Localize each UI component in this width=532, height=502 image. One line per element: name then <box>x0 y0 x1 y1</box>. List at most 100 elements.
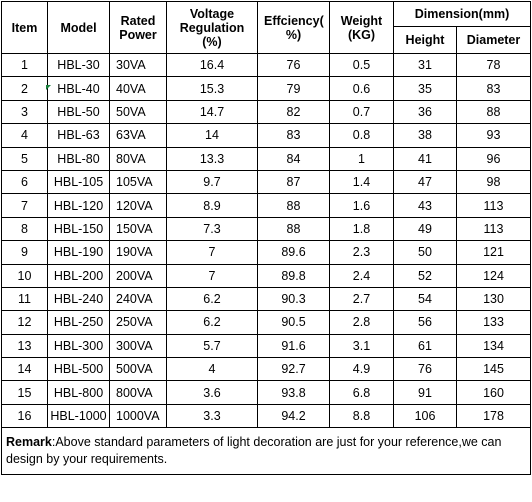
cell-model: HBL-63 <box>47 123 110 148</box>
cell-weight: 8.8 <box>329 403 394 429</box>
cell-model: HBL-50 <box>47 99 110 125</box>
cell-diameter: 160 <box>455 380 532 405</box>
cell-item: 14 <box>1 357 48 382</box>
cell-efficiency: 93.8 <box>257 380 330 405</box>
cell-model: HBL-300 <box>47 333 110 359</box>
cell-diameter: 145 <box>455 357 532 382</box>
cell-weight: 0.5 <box>329 52 394 78</box>
header-dimension: Dimension(mm) <box>392 1 532 27</box>
cell-voltage-regulation: 4 <box>166 357 258 382</box>
cell-item: 4 <box>1 123 48 148</box>
remark-label: Remark <box>6 435 52 450</box>
cell-item: 15 <box>1 380 48 405</box>
table-row: 8 HBL-150 150VA 7.3 88 1.8 49 113 <box>1 216 532 242</box>
header-diameter: Diameter <box>455 26 532 54</box>
cell-rated-power: 50VA <box>109 99 167 125</box>
cell-height: 50 <box>393 240 457 265</box>
cell-rated-power: 63VA <box>109 123 167 148</box>
cell-diameter: 83 <box>455 76 532 101</box>
cell-rated-power: 300VA <box>109 333 167 359</box>
table-body: 1 HBL-30 30VA 16.4 76 0.5 31 78 2 HBL-40 40VA 15.3 7… <box>1 52 532 429</box>
cell-voltage-regulation: 14.7 <box>166 99 258 125</box>
cell-rated-power: 105VA <box>109 169 167 195</box>
subheader-row: Height Diameter <box>2 26 532 54</box>
cell-weight: 2.3 <box>329 240 394 265</box>
remark-row: Remark:Above standard parameters of ligh… <box>0 427 532 476</box>
cell-model: HBL-250 <box>47 310 110 335</box>
cell-efficiency: 88 <box>257 216 330 242</box>
cell-diameter: 93 <box>455 123 532 148</box>
cell-diameter: 98 <box>455 169 532 195</box>
cell-item: 2 <box>1 76 48 101</box>
cell-height: 61 <box>393 333 457 359</box>
cell-item: 10 <box>1 263 48 288</box>
cell-voltage-regulation: 6.2 <box>166 310 258 335</box>
cell-diameter: 134 <box>455 333 532 359</box>
cell-efficiency: 84 <box>257 146 330 171</box>
table-row: 14 HBL-500 500VA 4 92.7 4.9 76 145 <box>1 357 532 382</box>
cell-weight: 0.6 <box>329 76 394 101</box>
cell-efficiency: 79 <box>257 76 330 101</box>
header-row: Item Model Rated Power Voltage Regulatio… <box>1 1 532 54</box>
table-row: 5 HBL-80 80VA 13.3 84 1 41 96 <box>1 146 532 171</box>
table-row: 15 HBL-800 800VA 3.6 93.8 6.8 91 160 <box>1 380 532 405</box>
cell-rated-power: 80VA <box>109 146 167 171</box>
cell-voltage-regulation: 5.7 <box>166 333 258 359</box>
cell-efficiency: 76 <box>257 52 330 78</box>
remark-cell: Remark:Above standard parameters of ligh… <box>0 427 532 476</box>
cell-rated-power: 200VA <box>109 263 167 288</box>
cell-voltage-regulation: 3.6 <box>166 380 258 405</box>
header-efficiency: Effciency( %) <box>257 1 330 54</box>
cell-efficiency: 83 <box>257 123 330 148</box>
cell-rated-power: 250VA <box>109 310 167 335</box>
cell-item: 12 <box>1 310 48 335</box>
cell-diameter: 88 <box>455 99 532 125</box>
cell-voltage-regulation: 14 <box>166 123 258 148</box>
cell-height: 54 <box>393 286 457 312</box>
cell-height: 47 <box>393 169 457 195</box>
header-model: Model <box>47 1 110 54</box>
cell-weight: 2.4 <box>329 263 394 288</box>
cell-weight: 0.8 <box>329 123 394 148</box>
cell-voltage-regulation: 6.2 <box>166 286 258 312</box>
cell-voltage-regulation: 7 <box>166 263 258 288</box>
cell-height: 38 <box>393 123 457 148</box>
cell-rated-power: 500VA <box>109 357 167 382</box>
cell-item: 7 <box>1 193 48 218</box>
cell-item: 8 <box>1 216 48 242</box>
cell-height: 49 <box>393 216 457 242</box>
cell-rated-power: 1000VA <box>109 403 167 429</box>
cell-height: 36 <box>393 99 457 125</box>
cell-weight: 2.7 <box>329 286 394 312</box>
cell-efficiency: 90.3 <box>257 286 330 312</box>
table-row: 6 HBL-105 105VA 9.7 87 1.4 47 98 <box>1 169 532 195</box>
cell-model: HBL-105 <box>47 169 110 195</box>
cell-efficiency: 89.6 <box>257 240 330 265</box>
cell-voltage-regulation: 8.9 <box>166 193 258 218</box>
table-row: 12 HBL-250 250VA 6.2 90.5 2.8 56 133 <box>1 310 532 335</box>
cell-efficiency: 89.8 <box>257 263 330 288</box>
cell-model: HBL-150 <box>47 216 110 242</box>
cell-weight: 6.8 <box>329 380 394 405</box>
cell-height: 35 <box>393 76 457 101</box>
cell-diameter: 96 <box>455 146 532 171</box>
cell-efficiency: 88 <box>257 193 330 218</box>
cell-rated-power: 30VA <box>109 52 167 78</box>
cell-rated-power: 40VA <box>109 76 167 101</box>
cell-diameter: 78 <box>455 52 532 78</box>
cell-model: HBL-240 <box>47 286 110 312</box>
cell-marker-icon <box>46 85 51 90</box>
cell-efficiency: 87 <box>257 169 330 195</box>
cell-rated-power: 150VA <box>109 216 167 242</box>
cell-item: 11 <box>1 286 48 312</box>
cell-item: 13 <box>1 333 48 359</box>
cell-rated-power: 240VA <box>109 286 167 312</box>
cell-weight: 1 <box>329 146 394 171</box>
cell-weight: 0.7 <box>329 99 394 125</box>
cell-model: HBL-800 <box>47 380 110 405</box>
remark-text: :Above standard parameters of light deco… <box>6 435 502 467</box>
cell-model: HBL-500 <box>47 357 110 382</box>
cell-item: 16 <box>1 403 48 429</box>
cell-voltage-regulation: 13.3 <box>166 146 258 171</box>
